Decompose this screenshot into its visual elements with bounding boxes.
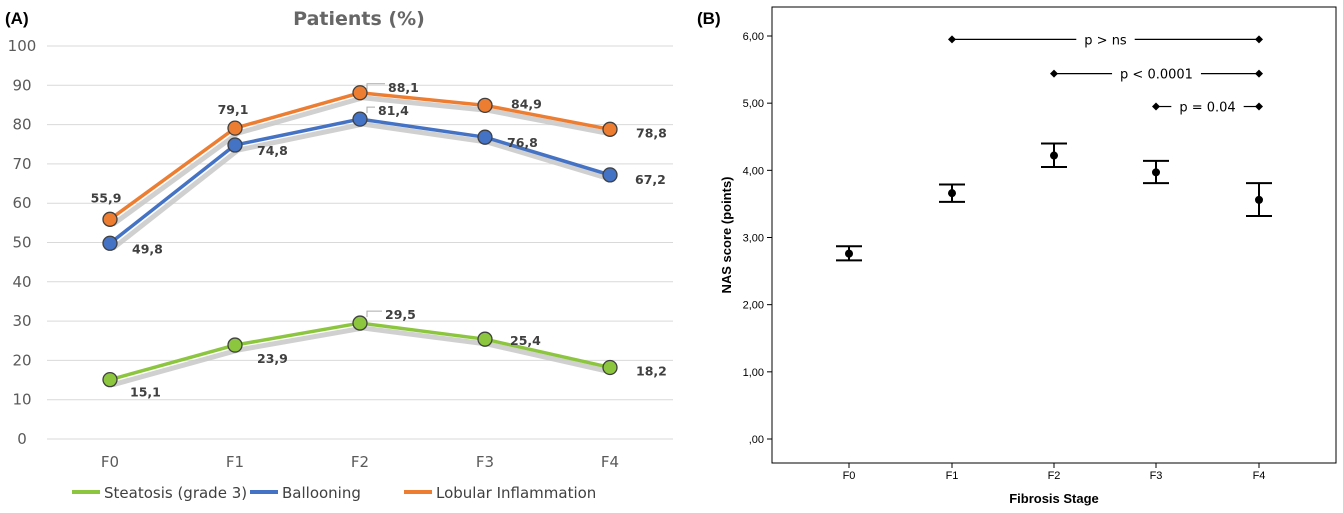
y-tick-label: 80	[12, 116, 31, 134]
y-tick-label: 6,00	[743, 31, 764, 43]
y-tick-label: 2,00	[743, 300, 764, 312]
y-tick-label: 90	[12, 76, 31, 94]
series-shadow	[111, 121, 614, 251]
y-tick-label: 10	[12, 391, 31, 409]
y-tick-label: 100	[8, 37, 37, 55]
comparison-marker	[948, 35, 956, 44]
y-tick-label: 20	[12, 351, 31, 369]
data-point	[102, 372, 118, 388]
label-leader	[366, 106, 375, 114]
comparison-marker	[1255, 69, 1263, 78]
data-point	[352, 315, 368, 331]
data-point	[352, 111, 368, 127]
data-point	[602, 359, 618, 376]
data-point	[477, 331, 493, 347]
y-tick-label: 1,00	[743, 367, 764, 379]
data-point	[227, 120, 243, 136]
x-tick-label: F2	[1048, 470, 1061, 482]
data-label: 74,8	[257, 143, 288, 158]
data-point	[227, 137, 243, 153]
label-leader	[366, 83, 385, 90]
data-label: 18,2	[636, 363, 667, 378]
data-label: 81,4	[378, 103, 409, 118]
y-tick-label: 40	[12, 273, 31, 291]
comparison-label: p = 0.04	[1179, 101, 1235, 116]
legend-entry: Ballooning	[282, 484, 361, 502]
mean-point	[948, 189, 956, 198]
data-label: 88,1	[388, 80, 419, 95]
x-tick-label: F3	[1150, 470, 1163, 482]
comparison-marker	[1050, 69, 1058, 78]
data-label: 55,9	[91, 190, 122, 205]
x-tick-label: F4	[1253, 470, 1266, 482]
x-tick-label: F3	[476, 453, 494, 471]
comparison-marker	[1255, 102, 1263, 111]
x-tick-label: F0	[101, 453, 119, 471]
series-line	[109, 321, 611, 382]
panel-a-line-chart: (A) Patients (%) 0 10 20 30 40 50 60 70 80 90 100 F0 F…	[5, 8, 673, 502]
mean-point	[1255, 195, 1263, 204]
x-tick-label: F1	[226, 453, 244, 471]
x-tick-label: F2	[351, 453, 369, 471]
y-tick-label: 50	[12, 234, 31, 252]
data-point	[602, 167, 618, 183]
data-label: 29,5	[385, 307, 416, 322]
data-point	[477, 97, 493, 113]
data-label: 49,8	[132, 241, 163, 256]
data-point	[102, 235, 118, 251]
x-tick-label: F0	[843, 470, 856, 482]
comparison-label: p > ns	[1084, 33, 1127, 48]
y-axis-label: NAS score (points)	[719, 176, 734, 293]
data-label: 78,8	[636, 125, 667, 140]
panel-b-error-bar-chart: (B) ,00 1,00 2,00 3,00 4,00 5,00 6,00 F0 F1 F2 F3 F4…	[697, 6, 1337, 506]
data-label: 76,8	[507, 135, 538, 150]
data-label: 15,1	[130, 385, 161, 400]
data-point	[477, 129, 493, 145]
data-point	[602, 121, 618, 137]
data-label: 79,1	[218, 102, 249, 117]
data-point	[352, 85, 368, 101]
y-tick-label: ,00	[749, 434, 764, 446]
panel-b-label: (B)	[697, 9, 721, 28]
x-tick-label: F4	[601, 453, 619, 471]
mean-point	[1050, 151, 1058, 160]
x-tick-label: F1	[946, 470, 959, 482]
data-label: 67,2	[635, 172, 666, 187]
data-label: 84,9	[511, 96, 542, 111]
y-tick-label: 0	[17, 430, 27, 448]
y-tick-label: 70	[12, 155, 31, 173]
data-label: 23,9	[257, 351, 288, 366]
comparison-marker	[1152, 102, 1160, 111]
comparison-marker	[1255, 35, 1263, 44]
mean-point	[1152, 168, 1160, 177]
comparison-label: p < 0.0001	[1120, 68, 1193, 83]
mean-point	[845, 249, 853, 258]
legend-entry: Steatosis (grade 3)	[104, 484, 247, 502]
legend-entry: Lobular Inflammation	[436, 484, 596, 502]
x-axis-label: Fibrosis Stage	[1009, 491, 1099, 506]
chart-a-title: Patients (%)	[293, 8, 425, 30]
data-label: 25,4	[510, 333, 541, 348]
data-point	[102, 211, 118, 227]
y-tick-label: 3,00	[743, 233, 764, 245]
y-tick-label: 60	[12, 194, 31, 212]
label-leader	[366, 310, 382, 318]
y-tick-label: 4,00	[743, 165, 764, 177]
panel-a-label: (A)	[5, 9, 29, 28]
y-tick-label: 30	[12, 312, 31, 330]
y-tick-label: 5,00	[743, 98, 764, 110]
data-point	[227, 337, 243, 353]
